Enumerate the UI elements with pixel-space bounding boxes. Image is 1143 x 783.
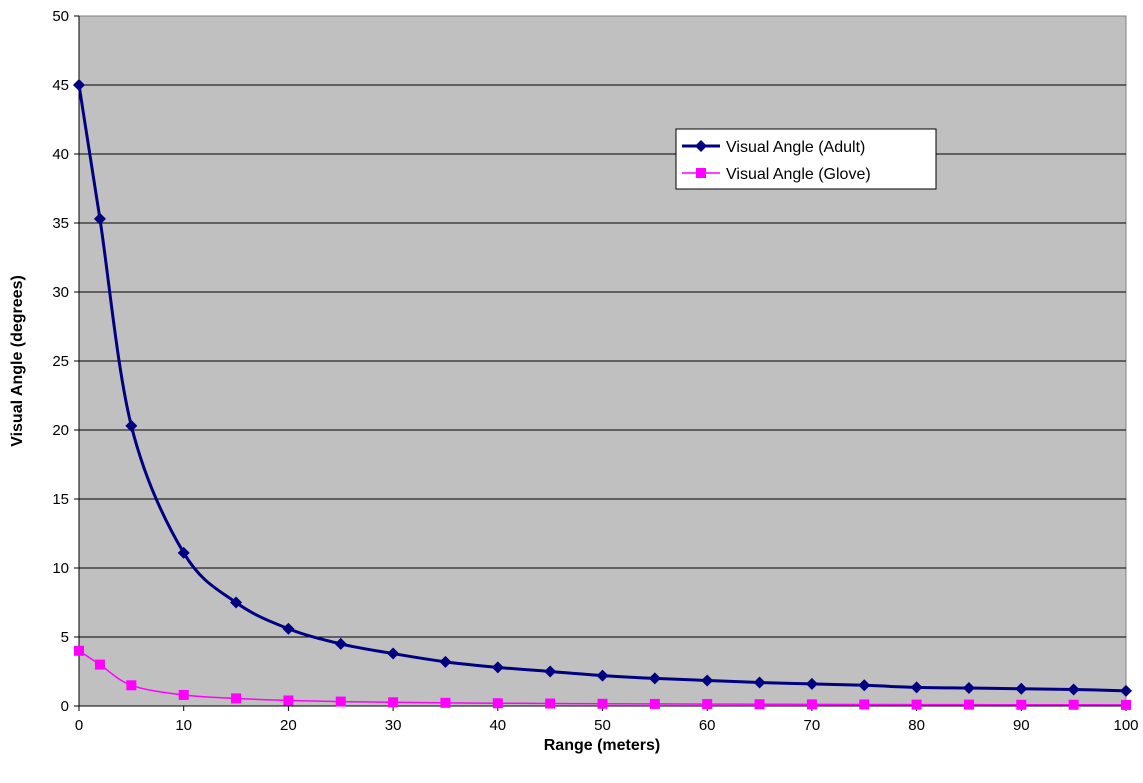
- data-point: [73, 79, 85, 91]
- x-axis-title: Range (meters): [544, 737, 660, 754]
- series-line: [78, 650, 1127, 706]
- x-tick-label: 50: [594, 717, 611, 734]
- legend-item: Visual Angle (Glove): [682, 166, 871, 183]
- y-tick-label: 30: [52, 284, 69, 301]
- data-point: [545, 698, 556, 709]
- series-group: [73, 79, 1132, 710]
- data-point: [282, 622, 295, 635]
- data-point: [649, 698, 660, 709]
- x-tick-label: 30: [385, 717, 402, 734]
- legend-swatch-marker: [696, 168, 706, 178]
- data-point: [859, 699, 870, 710]
- data-point: [492, 698, 503, 709]
- data-point: [910, 681, 923, 694]
- gridlines: [79, 84, 1126, 638]
- data-point: [74, 645, 84, 656]
- legend-box: [675, 128, 937, 190]
- data-point: [963, 699, 974, 710]
- x-tick-label: 0: [75, 717, 83, 734]
- x-tick-label: 70: [804, 717, 821, 734]
- data-point: [858, 679, 871, 692]
- legend-item: Visual Angle (Adult): [682, 139, 865, 156]
- x-tick-label: 10: [175, 717, 192, 734]
- data-point: [440, 697, 451, 708]
- data-point: [648, 672, 661, 685]
- x-tick-label: 80: [908, 717, 925, 734]
- y-tick-label: 50: [52, 8, 69, 25]
- x-tick-label: 20: [280, 717, 297, 734]
- data-point: [701, 674, 714, 687]
- y-tick-label: 40: [52, 146, 69, 163]
- data-point: [1067, 683, 1080, 696]
- series-glove: [74, 645, 1131, 710]
- y-axis-title: Visual Angle (degrees): [9, 275, 26, 447]
- x-tick-label: 40: [489, 717, 506, 734]
- data-point: [125, 419, 138, 432]
- data-point: [177, 546, 190, 559]
- data-point: [93, 212, 106, 225]
- data-point: [231, 693, 242, 704]
- data-point: [1015, 682, 1028, 695]
- data-point: [491, 661, 504, 674]
- y-tick-label: 35: [52, 215, 69, 232]
- x-tick-label: 90: [1013, 717, 1030, 734]
- data-point: [94, 659, 105, 670]
- data-point: [596, 669, 609, 682]
- data-point: [335, 696, 346, 707]
- data-point: [230, 596, 243, 609]
- legend-label: Visual Angle (Adult): [726, 139, 865, 156]
- legend-swatch-marker: [695, 140, 707, 152]
- data-point: [178, 689, 189, 700]
- legend: Visual Angle (Adult) Visual Angle (Glove): [675, 128, 937, 190]
- y-tick-label: 10: [52, 560, 69, 577]
- y-tick-label: 20: [52, 422, 69, 439]
- data-point: [754, 699, 765, 710]
- data-point: [806, 699, 817, 710]
- x-tick-label: 60: [699, 717, 716, 734]
- data-point: [911, 699, 922, 710]
- data-point: [702, 699, 713, 710]
- data-point: [805, 677, 818, 690]
- y-tick-label: 5: [61, 629, 69, 646]
- data-point: [962, 682, 975, 695]
- y-axis-ticks: 0 5 10 15 20 25 30 35 40 45 50: [52, 8, 79, 715]
- legend-label: Visual Angle (Glove): [726, 166, 871, 183]
- y-tick-label: 15: [52, 491, 69, 508]
- data-point: [753, 676, 766, 689]
- data-point: [334, 637, 347, 650]
- y-tick-label: 0: [61, 698, 69, 715]
- y-tick-label: 25: [52, 353, 69, 370]
- data-point: [1068, 699, 1079, 710]
- data-point: [1121, 699, 1131, 710]
- series-adult: [73, 79, 1132, 697]
- data-point: [1016, 699, 1027, 710]
- y-tick-label: 45: [52, 77, 69, 94]
- data-point: [387, 647, 400, 660]
- series-line: [77, 84, 1127, 693]
- data-point: [126, 680, 137, 691]
- data-point: [544, 665, 557, 678]
- data-point: [388, 697, 399, 708]
- data-point: [439, 655, 452, 668]
- data-point: [597, 698, 608, 709]
- data-point: [283, 695, 294, 706]
- x-tick-label: 100: [1113, 717, 1138, 734]
- data-point: [1120, 684, 1132, 697]
